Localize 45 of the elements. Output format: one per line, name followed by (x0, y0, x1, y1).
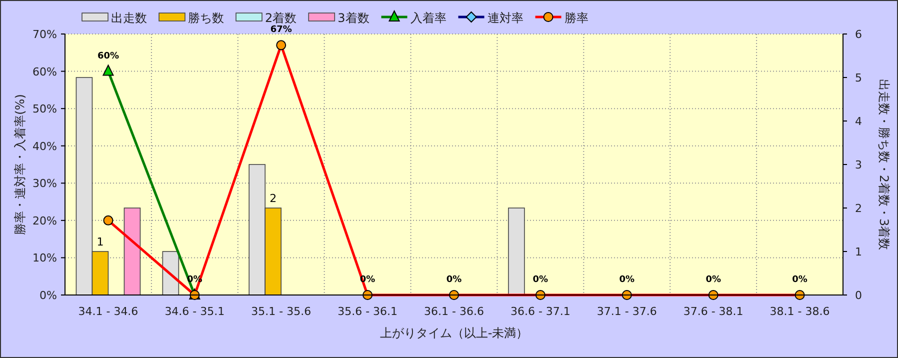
legend-label: 入着率 (410, 11, 446, 25)
x-tick-label: 37.1 - 37.6 (596, 305, 657, 318)
y-tick-label: 10% (32, 252, 57, 265)
x-tick-label: 34.6 - 35.1 (164, 305, 225, 318)
data-label: 67% (270, 25, 292, 36)
x-tick-label: 36.6 - 37.1 (510, 305, 570, 318)
legend-label: 出走数 (111, 11, 147, 25)
data-label: 2 (270, 192, 277, 205)
y2-tick-label: 2 (855, 202, 862, 215)
x-tick-label: 37.6 - 38.1 (683, 305, 744, 318)
legend-label: 連対率 (487, 11, 524, 25)
y-tick-label: 0% (40, 289, 57, 302)
x-tick-label: 35.1 - 35.6 (251, 305, 312, 318)
y2-axis-title: 出走数・勝ち数・2着数・3着数 (877, 78, 891, 250)
data-label: 1 (96, 236, 104, 248)
data-label: 0% (532, 275, 548, 285)
y-tick-label: 40% (32, 140, 57, 153)
y-tick-label: 30% (32, 177, 57, 190)
data-label: 0% (619, 275, 635, 285)
x-tick-label: 34.1 - 34.6 (78, 305, 138, 318)
bar (508, 208, 525, 296)
y2-tick-label: 0 (855, 289, 862, 302)
y-axis-title: 勝率・連対率・入着率(%) (13, 94, 27, 235)
y2-tick-label: 3 (855, 158, 862, 172)
legend-label: 2着数 (265, 11, 297, 25)
y2-tick-label: 4 (855, 115, 862, 128)
y2-tick-label: 6 (855, 28, 862, 41)
x-tick-label: 35.6 - 36.1 (338, 305, 398, 318)
y-tick-label: 70% (32, 28, 57, 41)
legend-label: 3着数 (338, 11, 370, 25)
y-tick-label: 20% (32, 214, 57, 228)
data-label: 0% (706, 275, 721, 285)
y2-tick-label: 1 (855, 246, 862, 258)
legend-label: 勝率 (564, 11, 588, 25)
x-tick-label: 36.1 - 36.6 (424, 305, 484, 318)
x-axis-title: 上がりタイム（以上-未満） (380, 326, 528, 340)
y-tick-label: 50% (32, 102, 57, 116)
x-tick-label: 38.1 - 38.6 (770, 305, 830, 318)
data-label: 0% (446, 275, 462, 285)
data-label: 0% (792, 275, 808, 285)
data-label: 60% (97, 51, 119, 62)
y2-tick-label: 5 (855, 72, 862, 84)
bar (124, 208, 141, 296)
legend-label: 勝ち数 (188, 11, 224, 25)
y-tick-label: 60% (32, 65, 57, 78)
